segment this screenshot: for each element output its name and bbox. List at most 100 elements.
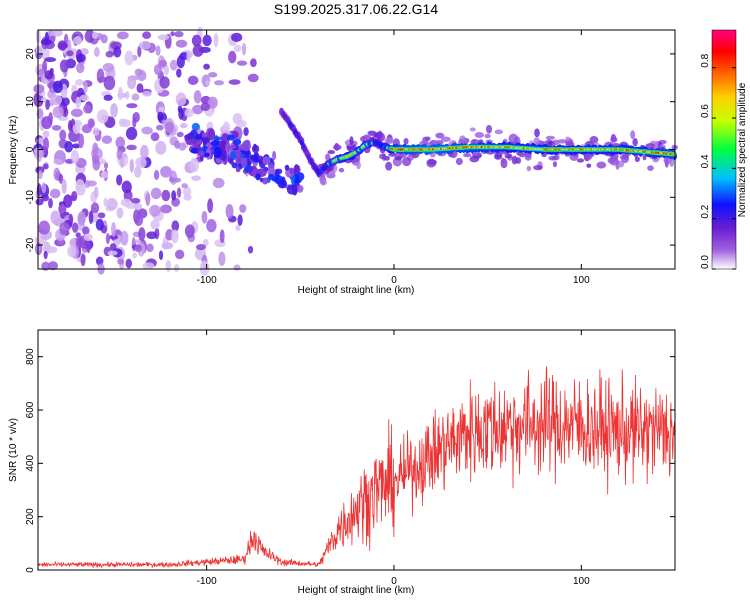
spectrogram-noise-blob <box>92 142 99 157</box>
spectrogram-noise-blob <box>289 167 295 174</box>
spectrogram-noise-blob <box>552 155 560 161</box>
spectrogram-noise-blob <box>75 186 83 192</box>
spectrogram-noise-blob <box>207 198 214 214</box>
spectrogram-noise-blob <box>35 198 44 206</box>
spectrogram-noise-blob <box>106 198 118 211</box>
snr-panel: -100 0 100 0 200 400 600 800 Height of straight… <box>8 329 676 596</box>
spectrogram-noise-blob <box>634 156 640 163</box>
spectrogram-noise-blob <box>134 68 143 77</box>
spectrogram-noise-blob <box>385 161 393 171</box>
spectrogram-noise-blob <box>58 42 69 49</box>
spectrogram-noise-blob <box>67 245 77 258</box>
spectrogram-noise-blob <box>195 244 207 251</box>
spectrogram-noise-blob <box>202 238 209 247</box>
spectrogram-noise-blob <box>249 154 259 161</box>
spectrogram-noise-blob <box>142 90 152 97</box>
spectrogram-noise-blob <box>168 176 174 183</box>
spectrogram-noise-blob <box>177 105 183 113</box>
spectrogram-noise-blob <box>157 34 170 41</box>
spectrogram-noise-blob <box>150 132 160 142</box>
spectrogram-noise-blob <box>262 156 271 165</box>
spectrogram-noise-blob <box>235 224 241 231</box>
colorbar-label: Normalized spectral amplitude <box>737 82 748 217</box>
snr-xtick-label: 0 <box>391 576 397 587</box>
spectrogram-noise-blob <box>125 126 138 141</box>
snr-xtick-label: -100 <box>197 576 217 587</box>
spectrogram-noise-blob <box>388 152 398 157</box>
spectrogram-noise-blob <box>228 144 237 149</box>
spectrogram-noise-blob <box>384 137 395 144</box>
spectrogram-noise-blob <box>37 68 45 76</box>
spectrogram-noise-blob <box>68 213 74 226</box>
spectrogram-noise-blob <box>80 253 86 267</box>
spectrogram-noise-blob <box>126 103 138 109</box>
spectrogram-noise-blob <box>63 194 73 208</box>
spectrogram-noise-blob <box>115 136 126 149</box>
spectrogram-noise-blob <box>402 157 412 167</box>
spectrogram-noise-blob <box>231 32 243 43</box>
spectrogram-noise-blob <box>51 29 63 37</box>
spectrogram-noise-blob <box>52 105 64 119</box>
spectrogram-noise-blob <box>243 127 249 137</box>
spectrogram-noise-blob <box>426 158 437 168</box>
spectrogram-noise-blob <box>137 45 142 58</box>
spectrogram-noise-blob <box>41 261 50 271</box>
spectrogram-noise-blob <box>422 136 429 145</box>
spectrogram-noise-blob <box>609 157 619 166</box>
spectrogram-noise-blob <box>105 50 114 58</box>
spectrogram-ytick-label: -20 <box>25 237 36 252</box>
figure-title: S199.2025.317.06.22.G14 <box>274 1 438 17</box>
spectrogram-noise-blob <box>86 180 97 187</box>
spectrogram-noise-blob <box>255 173 261 181</box>
spectrogram-noise-blob <box>156 124 164 131</box>
spectrogram-noise-blob <box>43 250 48 260</box>
spectrogram-noise-blob <box>141 126 153 135</box>
spectrogram-noise-blob <box>45 99 50 111</box>
snr-ytick-label: 800 <box>25 348 36 365</box>
spectrogram-noise-blob <box>296 184 304 193</box>
spectrogram-noise-blob <box>484 133 491 139</box>
spectrogram-noise-blob <box>59 222 70 236</box>
spectrogram-noise-blob <box>207 96 218 109</box>
spectrogram-noise-blob <box>150 187 162 200</box>
spectrogram-noise-blob <box>48 197 53 209</box>
spectrogram-noise-blob <box>138 227 146 242</box>
spectrogram-noise-blob <box>174 140 181 149</box>
spectrogram-noise-blob <box>247 245 254 254</box>
spectrogram-noise-blob <box>170 31 175 37</box>
spectrogram-noise-blob <box>97 212 106 219</box>
spectrogram-noise-blob <box>153 64 162 76</box>
spectrogram-noise-blob <box>139 144 149 159</box>
spectrogram-noise-blob <box>145 192 151 206</box>
spectrogram-noise-blob <box>130 197 141 204</box>
spectrogram-noise-blob <box>176 131 184 138</box>
spectrogram-noise-blob <box>75 96 81 109</box>
spectrogram-noise-blob <box>121 180 132 194</box>
spectrogram-ytick-label: -10 <box>25 190 36 205</box>
spectrogram-noise-blob <box>379 153 386 160</box>
spectrogram-noise-blob <box>463 153 472 158</box>
spectrogram-noise-blob <box>193 90 202 104</box>
spectrogram-noise-blob <box>131 93 140 101</box>
spectrogram-noise-blob <box>117 258 125 265</box>
spectrogram-noise-blob <box>62 107 69 117</box>
colorbar-scale <box>711 29 737 270</box>
spectrogram-noise-blob <box>102 62 115 72</box>
spectrogram-noise-blob <box>142 262 155 270</box>
spectrogram-noise-blob <box>111 222 117 237</box>
spectrogram-noise-blob <box>53 167 61 181</box>
spectrogram-noise-blob <box>235 155 243 165</box>
spectrogram-noise-blob <box>116 207 124 219</box>
snr-ytick-label: 200 <box>25 508 36 525</box>
spectrogram-noise-blob <box>72 143 81 149</box>
spectrogram-noise-blob <box>163 64 170 76</box>
spectrogram-ytick-label: 0 <box>25 146 36 152</box>
spectrogram-ridge <box>278 107 678 178</box>
spectrogram-noise-blob <box>52 80 63 94</box>
spectrogram-noise-blob <box>201 210 208 224</box>
snr-series-line <box>38 366 675 569</box>
spectrogram-noise-blob <box>50 94 63 106</box>
